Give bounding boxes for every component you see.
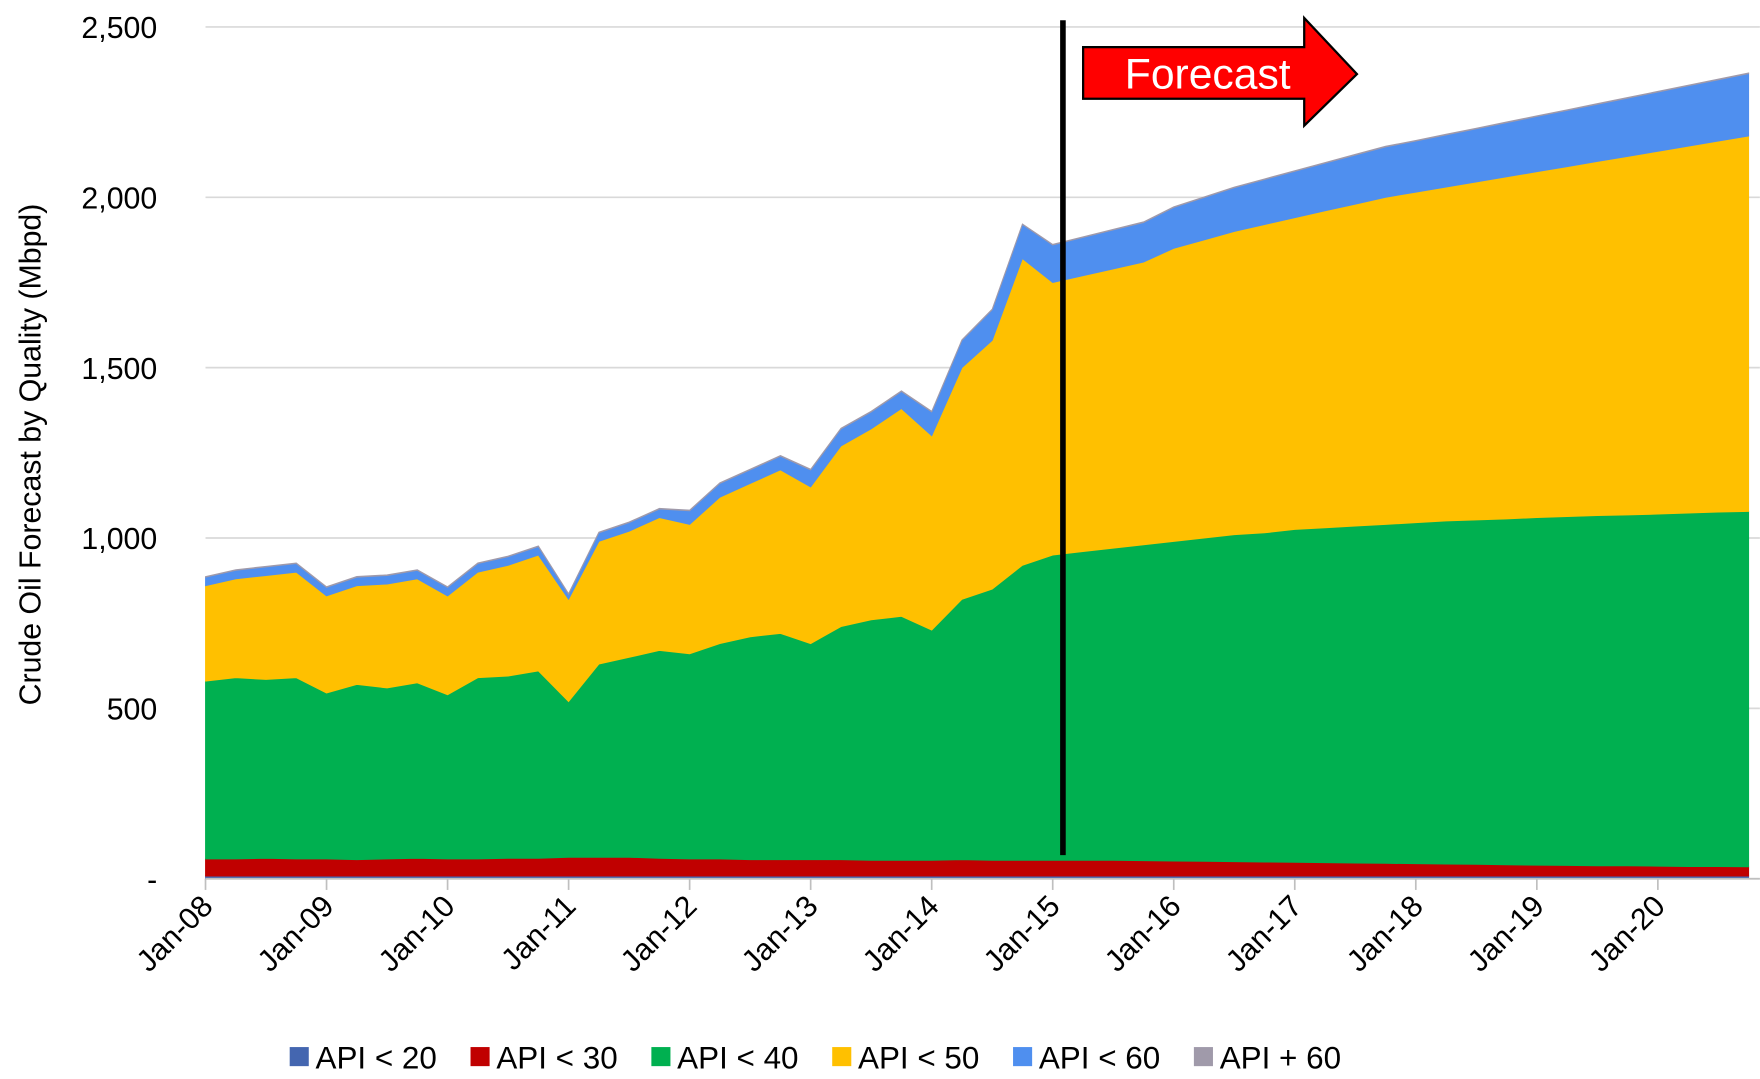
legend-item: API + 60 <box>1193 1040 1341 1075</box>
legend-label: API < 40 <box>677 1040 798 1074</box>
annotation: Forecast <box>1125 51 1291 99</box>
x-tick-label: Jan-17 <box>1220 890 1309 979</box>
x-tick-label: Jan-12 <box>615 890 704 979</box>
legend-label: API < 20 <box>316 1040 437 1074</box>
y-tick-label: 500 <box>107 694 158 727</box>
forecast-arrow <box>1082 15 1359 129</box>
x-tick-label: Jan-10 <box>373 890 462 979</box>
legend-item: API < 60 <box>1013 1040 1160 1075</box>
legend-item: API < 20 <box>289 1040 437 1075</box>
legend-swatch <box>1013 1047 1033 1067</box>
legend-item: API < 50 <box>832 1040 979 1075</box>
legend-swatch <box>1193 1047 1213 1067</box>
legend-label: API < 60 <box>1039 1040 1160 1074</box>
x-tick-label: Jan-09 <box>252 890 341 979</box>
legend-label: API < 30 <box>496 1040 617 1074</box>
y-tick-label: 1,500 <box>81 353 157 386</box>
y-axis-label: Crude Oil Forecast by Quality (Mbpd) <box>15 204 48 706</box>
area <box>205 72 1750 596</box>
y-tick-label: 2,500 <box>81 12 157 45</box>
legend-item: API < 30 <box>470 1040 618 1075</box>
legend-swatch <box>651 1047 671 1067</box>
x-tick-label: Jan-20 <box>1583 890 1672 979</box>
y-tick-label: - <box>147 864 157 897</box>
x-tick-label: Jan-15 <box>978 890 1067 979</box>
legend-swatch <box>470 1047 490 1067</box>
legend-item: API < 40 <box>651 1040 799 1075</box>
x-tick-label: Jan-18 <box>1341 890 1430 979</box>
x-tick-label: Jan-13 <box>736 890 825 979</box>
legend-swatch <box>832 1047 852 1067</box>
x-tick-label: Jan-08 <box>131 890 220 979</box>
legend-label: API + 60 <box>1220 1040 1341 1074</box>
legend-label: API < 50 <box>858 1040 979 1074</box>
legend-swatch <box>289 1047 309 1067</box>
y-tick-label: 1,000 <box>81 523 157 556</box>
x-tick-label: Jan-19 <box>1462 890 1551 979</box>
x-tick-label: Jan-16 <box>1099 890 1188 979</box>
y-tick-label: 2,000 <box>81 183 157 216</box>
x-tick-label: Jan-14 <box>857 890 946 979</box>
x-tick-label: Jan-11 <box>495 890 582 977</box>
